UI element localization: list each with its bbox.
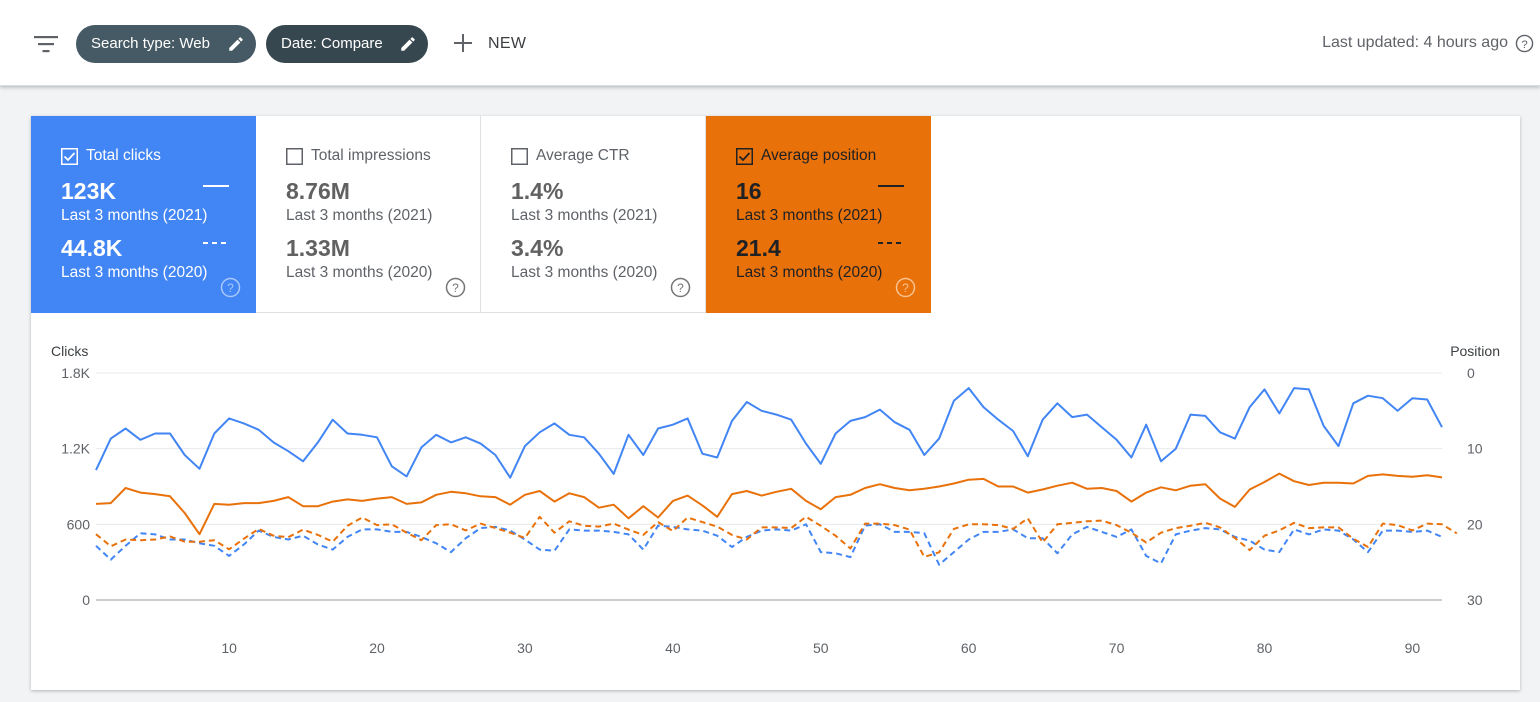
checkbox-checked-icon[interactable] [61,148,78,165]
performance-chart: Clicks Position 0 600 1.2K 1.8K 30 20 10 0 10 2… [51,343,1500,656]
x-axis-tick-label: 80 [1257,640,1273,656]
metric-period-2020: Last 3 months (2020) [511,264,658,281]
metric-tile-average-ctr[interactable]: Average CTR 1.4% Last 3 months (2021) 3.… [481,116,706,313]
metric-value-2020: 44.8K [61,235,123,261]
new-button-label: NEW [488,35,527,52]
search-type-chip[interactable]: Search type: Web [76,25,256,63]
metric-tile-average-position[interactable]: Average position 16 Last 3 months (2021)… [706,116,931,313]
x-axis-tick-label: 20 [369,640,385,656]
metric-label: Average position [761,147,877,164]
right-axis-title: Position [1450,343,1500,359]
metric-period-2020: Last 3 months (2020) [286,264,433,281]
plus-icon [454,34,472,52]
svg-text:?: ? [1521,39,1527,51]
metric-period-2021: Last 3 months (2021) [736,207,883,224]
help-icon[interactable]: ? [670,277,691,298]
search-type-chip-label: Search type: Web [91,35,210,52]
left-axis-tick-label: 1.8K [61,365,90,381]
solid-line-key-icon [878,185,904,187]
clicks-series-dashed-line [95,523,1443,566]
metric-period-2021: Last 3 months (2021) [286,207,433,224]
right-axis-tick-label: 10 [1467,441,1483,457]
help-icon[interactable]: ? [895,277,916,298]
date-compare-chip[interactable]: Date: Compare [266,25,428,63]
checkbox-unchecked-icon[interactable] [286,148,303,165]
x-axis-tick-label: 90 [1405,640,1421,656]
metric-value-2021: 16 [736,178,762,204]
checkbox-checked-icon[interactable] [736,148,753,165]
date-chip-label: Date: Compare [281,35,383,52]
svg-text:?: ? [452,281,459,295]
metric-tile-total-impressions[interactable]: Total impressions 8.76M Last 3 months (2… [256,116,481,313]
right-axis-tick-label: 0 [1467,365,1475,381]
right-axis-tick-label: 30 [1467,592,1483,608]
right-axis-tick-label: 20 [1467,516,1483,532]
x-axis-tick-label: 70 [1109,640,1125,656]
top-toolbar: Search type: Web Date: Compare NEW Last … [0,0,1540,86]
help-icon[interactable]: ? [445,277,466,298]
svg-text:?: ? [677,281,684,295]
dashed-line-key-icon [203,242,229,244]
checkbox-unchecked-icon[interactable] [511,148,528,165]
left-axis-title: Clicks [51,343,88,359]
help-icon[interactable]: ? [1515,34,1534,53]
left-axis-tick-label: 0 [82,592,90,608]
x-axis-tick-label: 30 [517,640,533,656]
metric-value-2020: 21.4 [736,235,781,261]
performance-card: Total clicks 123K Last 3 months (2021) 4… [31,116,1520,690]
metric-value-2021: 123K [61,178,116,204]
dashed-line-key-icon [878,242,904,244]
metric-value-2020: 1.33M [286,235,350,261]
left-axis-tick-label: 600 [67,516,91,532]
svg-text:?: ? [902,281,909,295]
metric-label: Total clicks [86,147,161,164]
last-updated-text: Last updated: 4 hours ago [1322,34,1508,51]
metric-value-2021: 1.4% [511,178,564,204]
metric-label: Total impressions [311,147,431,164]
left-axis-tick-label: 1.2K [61,441,90,457]
svg-text:?: ? [227,281,234,295]
edit-icon [229,37,243,51]
metric-tile-total-clicks[interactable]: Total clicks 123K Last 3 months (2021) 4… [31,116,256,313]
metric-value-2020: 3.4% [511,235,564,261]
position-series-dashed-line [95,515,1458,558]
metric-value-2021: 8.76M [286,178,350,204]
metric-period-2020: Last 3 months (2020) [736,264,883,281]
position-series-solid-line [95,472,1443,536]
x-axis-tick-label: 40 [665,640,681,656]
x-axis-tick-label: 60 [961,640,977,656]
edit-icon [401,37,415,51]
solid-line-key-icon [203,185,229,187]
x-axis-tick-label: 10 [221,640,237,656]
metric-label: Average CTR [536,147,630,164]
metric-period-2021: Last 3 months (2021) [61,207,208,224]
clicks-series-solid-line [95,387,1443,479]
x-axis-tick-label: 50 [813,640,829,656]
new-filter-button[interactable]: NEW [452,32,542,56]
metric-period-2021: Last 3 months (2021) [511,207,658,224]
filter-icon[interactable] [34,34,58,54]
help-icon[interactable]: ? [220,277,241,298]
metric-period-2020: Last 3 months (2020) [61,264,208,281]
